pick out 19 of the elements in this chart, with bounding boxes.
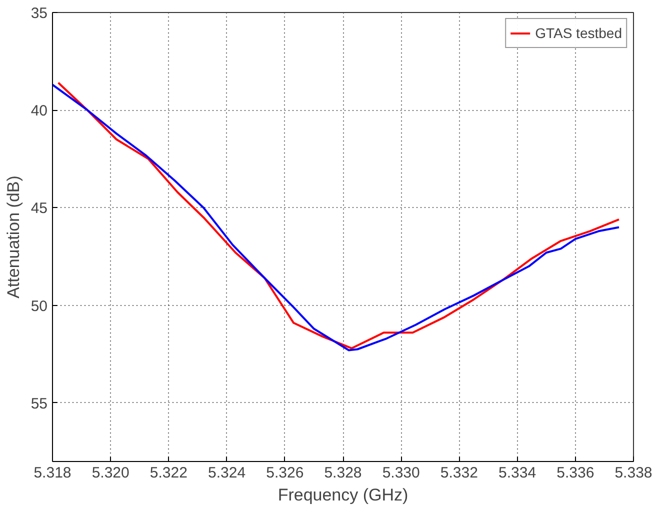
y-tick-label: 35 xyxy=(30,5,48,22)
x-tick-label: 5.336 xyxy=(556,464,594,482)
x-tick-label: 5.328 xyxy=(324,464,362,482)
x-tick-label: 5.326 xyxy=(266,464,304,482)
y-tick-label: 50 xyxy=(30,298,48,315)
y-tick-label: 40 xyxy=(30,102,48,120)
x-tick-label: 5.338 xyxy=(614,464,652,482)
x-axis-title: Frequency (GHz) xyxy=(278,486,408,504)
x-tick-label: 5.320 xyxy=(92,464,130,482)
x-tick-label: 5.324 xyxy=(208,464,246,482)
x-tick-label: 5.332 xyxy=(440,464,478,482)
legend-label: GTAS testbed xyxy=(535,25,622,41)
x-tick-label: 5.322 xyxy=(150,464,188,482)
x-tick-label: 5.318 xyxy=(34,464,72,482)
x-tick-label: 5.330 xyxy=(382,464,420,482)
y-tick-label: 45 xyxy=(30,200,48,218)
y-axis-title: Attenuation (dB) xyxy=(4,176,23,298)
y-tick-label: 55 xyxy=(30,395,48,412)
x-tick-label: 5.334 xyxy=(498,464,536,482)
